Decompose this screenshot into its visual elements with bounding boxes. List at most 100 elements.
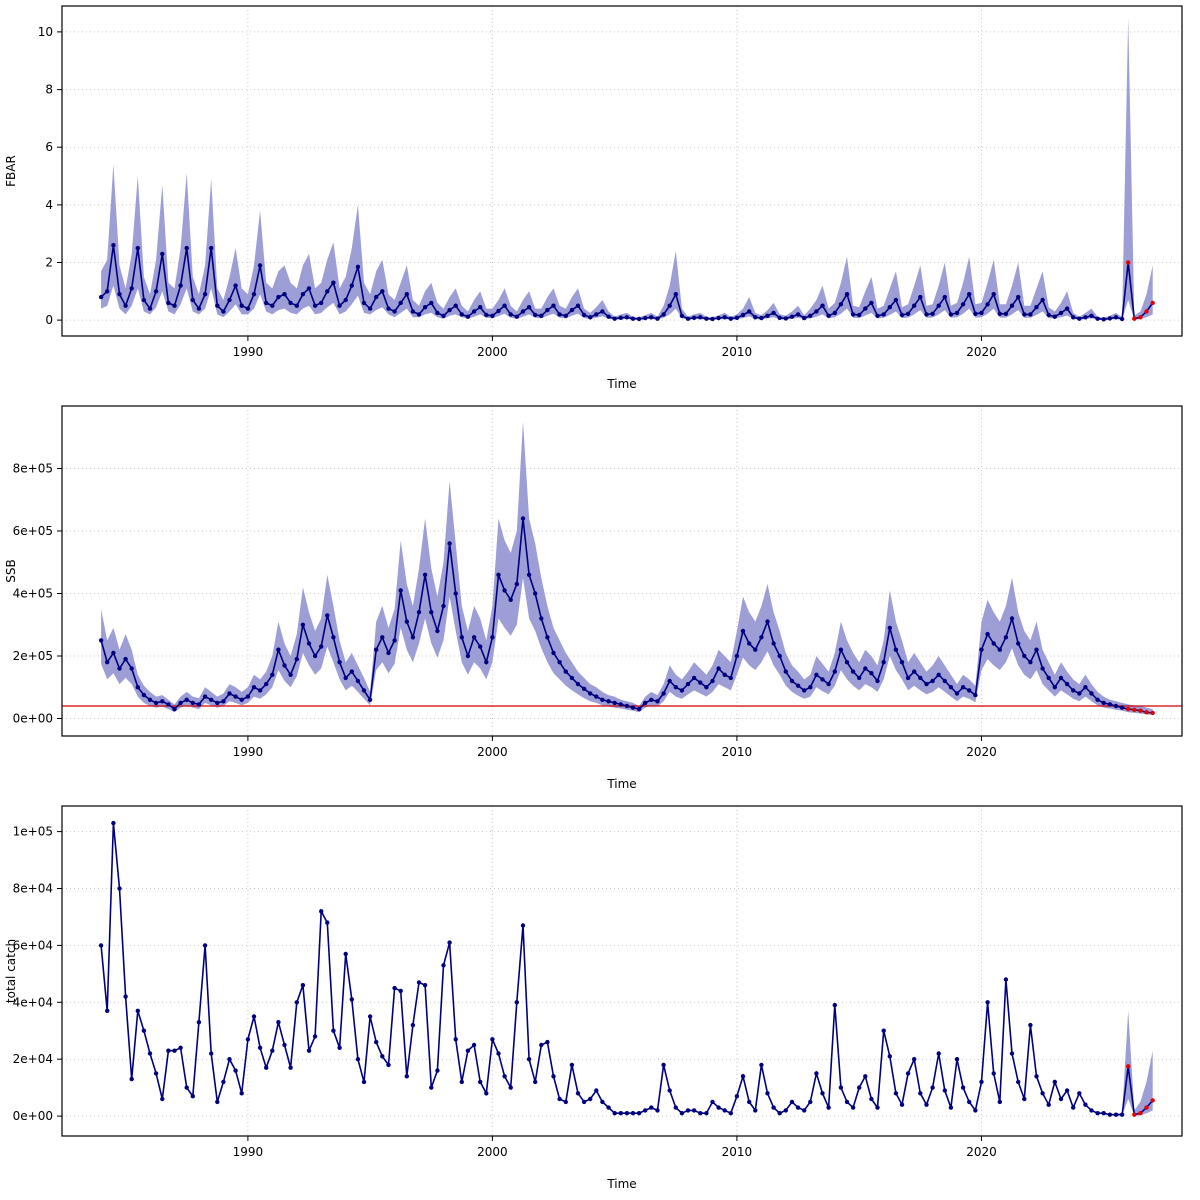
data-point — [410, 635, 416, 640]
data-point — [893, 647, 899, 652]
data-point — [1009, 616, 1015, 621]
data-point — [355, 678, 361, 684]
data-point — [533, 1079, 538, 1085]
data-point — [319, 300, 324, 306]
data-point — [667, 1088, 672, 1093]
data-point — [1089, 313, 1094, 318]
data-point — [985, 302, 990, 307]
data-point — [857, 312, 862, 318]
data-point — [300, 292, 306, 297]
data-point — [1016, 641, 1021, 646]
data-point — [1095, 316, 1100, 321]
data-point — [514, 581, 519, 587]
data-point — [991, 641, 996, 646]
data-point — [153, 700, 159, 706]
data-point — [276, 1020, 281, 1025]
data-point — [881, 1028, 886, 1033]
data-point — [355, 1057, 361, 1062]
data-point — [367, 697, 373, 702]
data-point — [435, 628, 440, 634]
data-point — [655, 1108, 660, 1113]
data-point — [594, 312, 599, 317]
x-axis-label: Time — [606, 777, 636, 791]
data-point — [410, 309, 416, 314]
y-tick-label: 2e+04 — [13, 1052, 53, 1066]
data-point — [832, 1002, 837, 1008]
data-point — [209, 245, 214, 251]
data-point — [245, 694, 251, 699]
data-point — [123, 994, 128, 999]
data-point — [747, 641, 752, 646]
data-point — [276, 647, 281, 652]
data-point — [441, 603, 446, 609]
data-point — [251, 292, 257, 297]
data-point — [600, 1099, 605, 1105]
data-point — [190, 1094, 195, 1099]
data-point — [325, 613, 330, 618]
x-tick-label: 2000 — [477, 1145, 508, 1159]
data-point — [514, 314, 519, 319]
data-point — [893, 297, 899, 303]
data-point — [398, 300, 403, 306]
panel-border — [61, 405, 1183, 737]
data-point — [1119, 705, 1125, 710]
data-point — [172, 1048, 177, 1053]
data-point — [918, 675, 923, 681]
data-point — [912, 1057, 917, 1062]
data-point — [153, 289, 159, 294]
data-point — [636, 316, 642, 322]
forecast-point — [1138, 1111, 1143, 1116]
forecast-point — [1132, 316, 1137, 321]
data-point — [997, 1099, 1002, 1105]
data-point — [1071, 688, 1076, 693]
data-point — [270, 303, 275, 308]
data-point — [912, 669, 917, 674]
data-point — [227, 297, 232, 303]
data-point — [325, 289, 330, 294]
data-point — [698, 1111, 703, 1116]
data-point — [618, 702, 623, 707]
data-point — [1071, 315, 1076, 320]
data-point — [1077, 316, 1082, 321]
data-point — [636, 706, 642, 712]
data-point — [685, 316, 691, 321]
data-point — [172, 706, 177, 712]
y-tick-label: 1e+05 — [13, 825, 53, 839]
data-point — [484, 660, 489, 665]
data-point — [832, 669, 837, 674]
data-point — [691, 675, 697, 681]
data-point — [912, 303, 917, 308]
data-point — [844, 660, 850, 665]
y-tick-label: 4e+05 — [13, 587, 53, 601]
data-point — [667, 678, 672, 684]
data-point — [551, 650, 556, 656]
data-point — [447, 307, 452, 313]
data-point — [1046, 675, 1051, 681]
data-point — [337, 1045, 342, 1050]
data-point — [306, 641, 312, 646]
data-point — [264, 681, 269, 687]
data-point — [575, 1091, 581, 1096]
data-point — [600, 697, 605, 702]
data-point — [386, 1062, 391, 1068]
y-tick-label: 4 — [45, 198, 53, 212]
data-point — [545, 1039, 550, 1045]
data-point — [850, 312, 856, 317]
data-point — [520, 309, 526, 314]
data-point — [1058, 310, 1064, 316]
data-point — [453, 1037, 458, 1042]
data-point — [239, 303, 244, 308]
data-point — [814, 672, 819, 677]
data-point — [1107, 316, 1113, 321]
data-point — [129, 666, 134, 671]
data-point — [441, 313, 446, 318]
data-point — [416, 610, 422, 615]
data-point — [606, 699, 611, 704]
data-point — [667, 303, 672, 308]
data-point — [380, 1054, 385, 1059]
data-point — [624, 703, 630, 709]
data-point — [1095, 1111, 1100, 1116]
data-point — [490, 635, 495, 640]
panel-border — [61, 5, 1183, 337]
